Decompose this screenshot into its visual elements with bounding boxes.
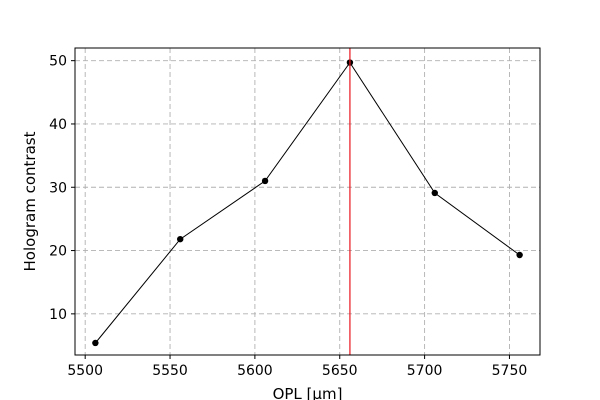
y-axis-label: Hologram contrast (21, 131, 39, 271)
data-point (431, 189, 438, 197)
x-tick-label: 5650 (322, 363, 358, 379)
series-line (95, 61, 520, 344)
data-point (261, 177, 269, 185)
data-point (92, 339, 99, 347)
y-tick-label: 10 (49, 307, 67, 323)
axis-ticks: 5500 5550 5600 5650 5700 5750 10 20 30 40 50 (49, 54, 527, 379)
y-tick-label: 30 (49, 180, 67, 196)
y-tick-label: 50 (49, 54, 67, 70)
data-point (177, 235, 184, 243)
y-tick-label: 20 (49, 244, 67, 260)
x-tick-label: 5700 (407, 363, 443, 379)
x-tick-label: 5600 (237, 363, 273, 379)
x-tick-label: 5750 (492, 363, 528, 379)
x-tick-label: 5550 (152, 363, 188, 379)
x-tick-label: 5500 (67, 363, 103, 379)
x-axis-label: OPL [μm] (273, 385, 343, 400)
plot-frame (74, 47, 541, 356)
data-point (516, 251, 523, 259)
y-tick-label: 40 (49, 117, 67, 133)
grid-lines (75, 48, 540, 355)
